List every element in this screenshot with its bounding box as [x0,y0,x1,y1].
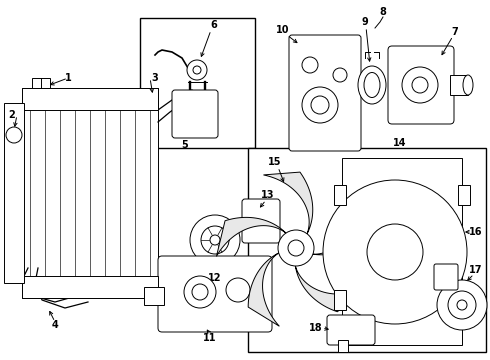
Polygon shape [264,172,313,234]
Text: 5: 5 [182,140,188,150]
Text: 14: 14 [393,138,407,148]
FancyBboxPatch shape [327,315,375,345]
Bar [22,276,158,298]
Text: 2: 2 [9,110,15,120]
Text: 10: 10 [276,25,290,35]
Circle shape [193,66,201,74]
Circle shape [210,235,220,245]
FancyBboxPatch shape [172,90,218,138]
Text: 9: 9 [362,17,368,27]
Bar [140,18,255,148]
Circle shape [6,127,22,143]
Bar [248,148,486,352]
Circle shape [302,57,318,73]
Polygon shape [313,194,369,255]
Text: 3: 3 [151,73,158,83]
Circle shape [192,284,208,300]
Bar [22,88,158,298]
Polygon shape [295,266,365,312]
Circle shape [437,280,487,330]
Circle shape [278,230,314,266]
FancyBboxPatch shape [242,199,280,243]
FancyBboxPatch shape [434,264,458,290]
Bar [144,287,164,305]
Text: 16: 16 [469,227,483,237]
Bar [338,340,348,352]
Circle shape [457,300,467,310]
Circle shape [311,96,329,114]
Ellipse shape [463,75,473,95]
Text: 8: 8 [380,7,387,17]
Circle shape [302,87,338,123]
FancyBboxPatch shape [289,35,361,151]
Bar [458,290,470,310]
Circle shape [333,68,347,82]
Text: 15: 15 [268,157,282,167]
Circle shape [190,215,240,265]
Text: 11: 11 [203,333,217,343]
Circle shape [448,291,476,319]
Text: 18: 18 [309,323,323,333]
Bar [334,185,346,205]
Text: 12: 12 [208,273,222,283]
Polygon shape [217,217,286,256]
Bar [4,103,24,283]
Circle shape [323,180,467,324]
Circle shape [226,278,250,302]
Circle shape [201,226,229,254]
Circle shape [187,60,207,80]
Circle shape [367,224,423,280]
Polygon shape [248,253,279,326]
Circle shape [184,276,216,308]
Text: 1: 1 [65,73,72,83]
Text: 6: 6 [211,20,218,30]
Bar [458,185,470,205]
Circle shape [412,77,428,93]
FancyBboxPatch shape [158,256,272,332]
Text: 17: 17 [469,265,483,275]
Circle shape [288,240,304,256]
Text: 7: 7 [452,27,458,37]
FancyBboxPatch shape [388,46,454,124]
Circle shape [402,67,438,103]
Text: 4: 4 [51,320,58,330]
Bar [342,158,462,345]
Bar [334,290,346,310]
Bar [22,88,158,110]
Ellipse shape [358,66,386,104]
Bar [450,75,468,95]
Ellipse shape [364,72,380,98]
Bar [32,78,50,88]
Text: 13: 13 [261,190,275,200]
